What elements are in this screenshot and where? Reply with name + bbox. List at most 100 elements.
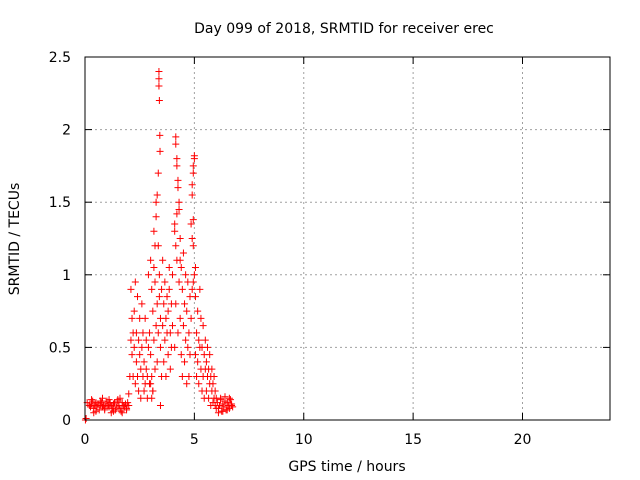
data-point [160, 358, 168, 366]
data-point [86, 403, 94, 411]
data-point [229, 403, 237, 411]
data-point [162, 372, 170, 380]
data-point [146, 329, 154, 337]
data-point [199, 322, 207, 330]
data-point [116, 394, 124, 402]
data-point [163, 293, 171, 301]
data-point [202, 358, 210, 366]
data-point [156, 343, 164, 351]
data-point [155, 68, 163, 76]
data-point [204, 343, 211, 351]
data-point [153, 300, 161, 308]
data-point [169, 271, 176, 279]
data-point [223, 399, 231, 407]
data-point [226, 396, 234, 404]
y-tick-label: 0.5 [49, 340, 71, 356]
data-point [147, 351, 155, 359]
data-point [154, 169, 162, 177]
data-point [144, 271, 152, 279]
data-point [193, 329, 201, 337]
data-point [223, 406, 231, 414]
data-point [174, 184, 182, 192]
data-point [125, 390, 133, 398]
data-point [155, 97, 163, 105]
data-point [172, 140, 180, 148]
data-point [174, 176, 182, 184]
data-point [82, 415, 90, 423]
data-point [201, 336, 209, 344]
data-point [194, 358, 202, 366]
data-point [214, 409, 222, 417]
data-point [181, 358, 189, 366]
data-point [141, 314, 149, 322]
x-axis-label: GPS time / hours [288, 459, 405, 475]
data-point [172, 300, 180, 308]
data-point [193, 372, 201, 380]
data-point [225, 394, 233, 402]
data-point [150, 336, 158, 344]
data-point [158, 285, 166, 293]
data-point [196, 285, 204, 293]
data-point [211, 387, 219, 395]
data-point [191, 351, 199, 359]
data-point [195, 336, 203, 344]
data-point [176, 256, 184, 264]
data-point [175, 198, 183, 206]
data-point [130, 307, 138, 315]
data-point [147, 380, 155, 388]
data-point [195, 380, 203, 388]
data-point [151, 365, 159, 373]
data-point [136, 351, 144, 359]
data-point [183, 307, 191, 315]
x-tick-label: 0 [81, 432, 90, 448]
data-point [178, 285, 186, 293]
data-point [189, 278, 197, 286]
data-point [174, 329, 182, 337]
data-point [88, 396, 96, 404]
data-point [182, 336, 190, 344]
data-point [197, 314, 205, 322]
x-tick-label: 15 [404, 432, 422, 448]
data-point [152, 322, 160, 330]
data-point [139, 329, 147, 337]
data-point [152, 198, 160, 206]
chart-title: Day 099 of 2018, SRMTID for receiver ere… [194, 21, 494, 37]
data-point [179, 322, 187, 330]
data-point [228, 401, 236, 409]
data-point [131, 278, 139, 286]
data-point [107, 409, 115, 417]
data-point [151, 278, 159, 286]
data-point [132, 329, 140, 337]
data-point [149, 307, 157, 315]
data-point [188, 235, 196, 242]
data-point [155, 293, 163, 301]
data-point [161, 336, 169, 344]
data-point [175, 205, 183, 213]
data-point [156, 401, 164, 409]
data-point [177, 351, 185, 359]
data-point [185, 372, 193, 380]
data-point [117, 407, 125, 415]
data-point [128, 351, 136, 359]
y-tick-label: 2 [62, 123, 71, 139]
data-point [156, 147, 164, 155]
data-point [140, 387, 148, 395]
data-point [176, 314, 184, 322]
data-point [147, 256, 155, 264]
data-point [181, 300, 189, 308]
data-point [210, 372, 218, 380]
data-point [148, 372, 156, 380]
data-point [185, 329, 193, 337]
data-point [123, 404, 131, 412]
data-point [189, 169, 197, 177]
data-point [173, 210, 181, 218]
data-point [156, 131, 164, 139]
data-point [164, 351, 172, 359]
data-point [176, 235, 184, 242]
data-point [132, 358, 140, 366]
plot-frame [84, 56, 611, 421]
data-point [149, 387, 157, 395]
x-tick-label: 20 [514, 432, 532, 448]
data-point [206, 351, 214, 359]
data-point [171, 227, 179, 235]
